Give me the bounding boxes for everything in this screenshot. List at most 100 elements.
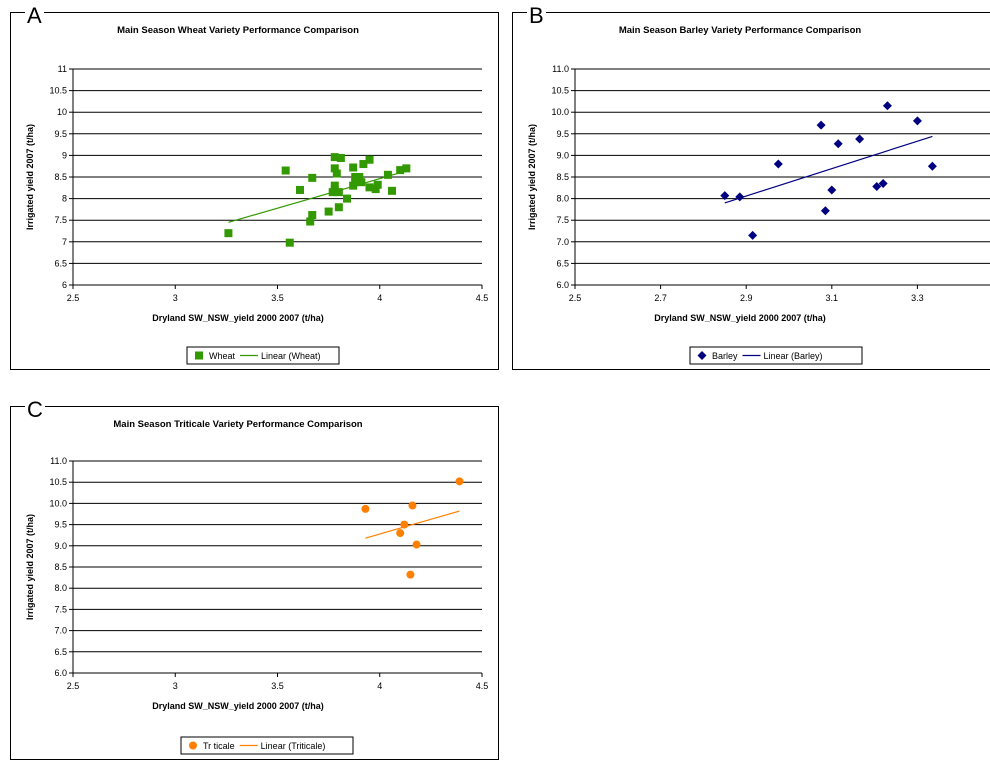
data-point: [349, 163, 358, 172]
data-points: [720, 101, 937, 240]
data-point: [827, 185, 837, 195]
panel-label: A: [25, 3, 44, 28]
x-tick-label: 4.5: [476, 681, 489, 691]
legend-label: Linear (Triticale): [261, 741, 326, 751]
data-point: [355, 173, 364, 181]
legend-box: [186, 346, 340, 365]
chart-title: Main Season Barley Variety Performance C…: [619, 25, 862, 36]
data-point: [408, 501, 417, 510]
legend-label: Linear (Barley): [764, 351, 823, 361]
data-point: [330, 153, 339, 162]
data-point: [224, 229, 233, 238]
x-tick-label: 3.5: [271, 293, 284, 303]
y-tick-label: 9.5: [54, 520, 67, 530]
x-tick-label: 2.5: [569, 293, 582, 303]
y-tick-label: 10.5: [49, 477, 67, 487]
data-point: [396, 529, 405, 538]
data-point: [281, 166, 290, 175]
data-point: [371, 185, 380, 194]
x-tick-label: 3.1: [826, 293, 839, 303]
x-axis: 2.5 3 3.5 4 4.5: [67, 285, 489, 303]
data-point: [820, 206, 830, 216]
legend: Tr ticale Linear (Triticale): [180, 736, 354, 755]
data-point: [308, 211, 317, 220]
data-point: [361, 504, 370, 513]
data-point: [816, 120, 826, 130]
data-point: [334, 203, 343, 212]
y-axis: 6 6.5 7 7.5 8 8.5 9 9.5 10 10.5 11: [49, 64, 73, 290]
y-tick-label: 10.0: [49, 498, 67, 508]
trendline: [724, 135, 933, 204]
y-tick-label: 11.0: [552, 64, 569, 74]
data-point: [833, 139, 843, 149]
data-point: [324, 207, 333, 216]
x-tick-label: 3: [173, 681, 178, 691]
data-points: [224, 153, 411, 247]
data-point: [396, 166, 405, 175]
data-point: [455, 477, 464, 486]
y-tick-label: 10: [57, 107, 67, 117]
data-point: [383, 170, 392, 179]
y-tick-label: 8.0: [556, 194, 569, 204]
data-point: [878, 178, 888, 188]
data-point: [927, 161, 937, 171]
x-tick-label: 3.5: [271, 681, 284, 691]
y-tick-label: 8.5: [556, 172, 569, 182]
x-axis: 2.52.72.93.13.33.5: [569, 285, 924, 303]
y-tick-label: 7: [62, 237, 67, 247]
chart-panel-barley: B Main Season Barley Variety Performance…: [512, 5, 990, 370]
barley-scatter-chart: Main Season Barley Variety Performance C…: [527, 25, 990, 365]
y-tick-label: 9.0: [556, 150, 569, 160]
chart-panel-triticale: C Main Season Triticale Variety Performa…: [10, 399, 499, 760]
y-tick-label: 9.0: [54, 541, 67, 551]
y-tick-label: 8.5: [54, 562, 67, 572]
gridlines: [575, 68, 990, 286]
y-tick-label: 8: [62, 194, 67, 204]
chart-title: Main Season Triticale Variety Performanc…: [113, 419, 362, 430]
y-tick-label: 7.5: [556, 215, 569, 225]
x-tick-label: 4: [377, 293, 382, 303]
data-point: [306, 217, 315, 226]
trendline: [365, 510, 460, 539]
x-axis-title: Dryland SW_NSW_yield 2000 2007 (t/ha): [152, 701, 324, 711]
chart-panel-wheat: A Main Season Wheat Variety Performance …: [10, 5, 499, 370]
data-point: [285, 238, 294, 247]
data-point: [332, 169, 341, 178]
data-point: [412, 540, 421, 549]
y-tick-label: 10.0: [551, 107, 569, 117]
y-axis-title: Irrigated yield 2007 (t/ha): [25, 124, 35, 230]
data-point: [912, 116, 922, 126]
y-tick-label: 6.0: [556, 280, 569, 290]
y-tick-label: 11.0: [50, 456, 67, 466]
data-point: [357, 178, 366, 187]
y-tick-label: 8.0: [54, 583, 67, 593]
data-points: [361, 477, 464, 579]
x-tick-label: 2.5: [67, 293, 80, 303]
x-tick-label: 3: [173, 293, 178, 303]
legend-label: Wheat: [209, 351, 236, 361]
wheat-scatter-chart: Main Season Wheat Variety Performance Co…: [25, 25, 489, 365]
data-point: [343, 194, 352, 203]
panel-label: B: [527, 3, 546, 28]
panel-label: C: [25, 397, 45, 422]
y-tick-label: 7.5: [54, 604, 67, 614]
x-tick-label: 2.7: [654, 293, 667, 303]
data-point: [365, 183, 374, 192]
triticale-scatter-chart: Main Season Triticale Variety Performanc…: [25, 419, 489, 755]
y-tick-label: 7.0: [556, 237, 569, 247]
x-tick-label: 4.5: [476, 293, 489, 303]
y-tick-label: 11: [58, 64, 67, 74]
y-tick-label: 10.5: [551, 86, 569, 96]
y-tick-label: 7.0: [54, 626, 67, 636]
data-point: [295, 185, 304, 194]
legend-box: [689, 346, 863, 365]
legend-marker: [195, 351, 203, 360]
data-point: [855, 134, 865, 144]
legend: Wheat Linear (Wheat): [186, 346, 340, 365]
x-tick-label: 4: [377, 681, 382, 691]
y-tick-label: 6.5: [556, 258, 569, 268]
data-point: [402, 164, 411, 173]
legend-label: Tr ticale: [203, 741, 235, 751]
data-point: [773, 159, 783, 169]
y-axis-title: Irrigated yield 2007 (t/ha): [527, 124, 537, 230]
